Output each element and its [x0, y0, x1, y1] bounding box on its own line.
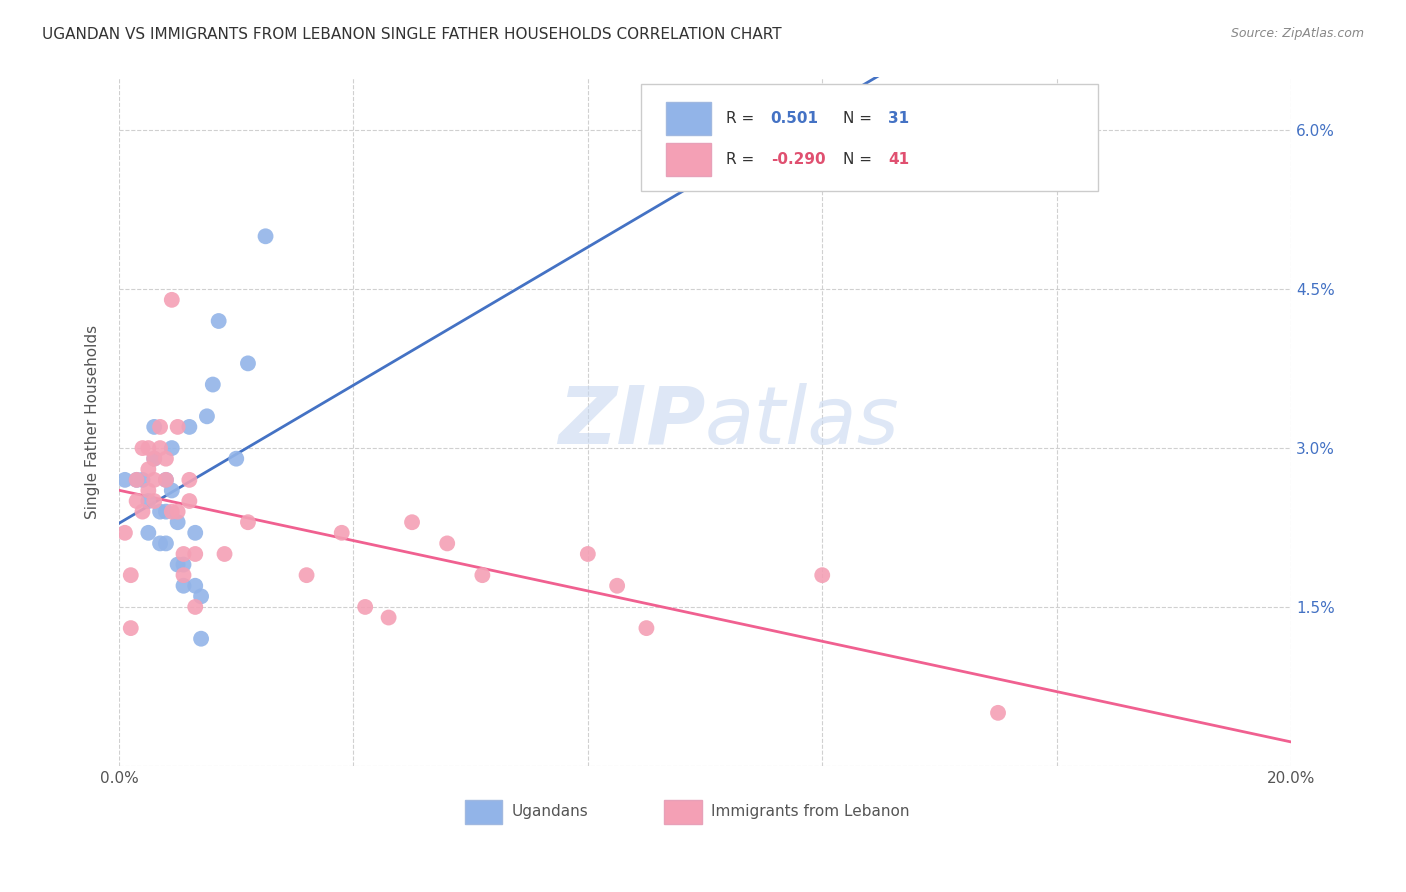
- Point: [131, 441, 153, 455]
- Bar: [664, 799, 702, 823]
- Text: 31: 31: [887, 111, 910, 126]
- Point: [155, 536, 177, 550]
- Point: [184, 547, 207, 561]
- Point: [201, 377, 224, 392]
- Point: [401, 515, 423, 529]
- Point: [190, 590, 212, 604]
- Point: [208, 314, 231, 328]
- Point: [354, 599, 377, 614]
- Point: [155, 505, 177, 519]
- Point: [869, 102, 891, 116]
- Point: [987, 706, 1010, 720]
- Point: [166, 505, 188, 519]
- Text: -0.290: -0.290: [770, 152, 825, 167]
- Point: [114, 525, 136, 540]
- FancyBboxPatch shape: [641, 85, 1098, 191]
- Point: [125, 494, 148, 508]
- Point: [138, 525, 160, 540]
- Point: [214, 547, 236, 561]
- Point: [149, 536, 172, 550]
- Point: [149, 441, 172, 455]
- Text: atlas: atlas: [704, 383, 900, 460]
- Y-axis label: Single Father Households: Single Father Households: [86, 325, 100, 518]
- Point: [166, 558, 188, 572]
- Point: [184, 525, 207, 540]
- Point: [131, 473, 153, 487]
- Point: [377, 610, 399, 624]
- Point: [138, 462, 160, 476]
- Point: [120, 568, 142, 582]
- Point: [636, 621, 658, 635]
- Point: [160, 483, 183, 498]
- Point: [173, 547, 195, 561]
- Point: [138, 441, 160, 455]
- Point: [160, 293, 183, 307]
- Text: ZIP: ZIP: [558, 383, 704, 460]
- Point: [471, 568, 494, 582]
- Point: [125, 473, 148, 487]
- Point: [143, 473, 166, 487]
- Point: [184, 599, 207, 614]
- Point: [173, 558, 195, 572]
- Text: 0.501: 0.501: [770, 111, 818, 126]
- Point: [184, 579, 207, 593]
- Point: [143, 451, 166, 466]
- Point: [138, 494, 160, 508]
- Point: [149, 505, 172, 519]
- Point: [236, 356, 259, 370]
- Point: [173, 579, 195, 593]
- Point: [166, 420, 188, 434]
- Point: [190, 632, 212, 646]
- Point: [155, 473, 177, 487]
- Point: [131, 505, 153, 519]
- Point: [166, 515, 188, 529]
- Text: UGANDAN VS IMMIGRANTS FROM LEBANON SINGLE FATHER HOUSEHOLDS CORRELATION CHART: UGANDAN VS IMMIGRANTS FROM LEBANON SINGL…: [42, 27, 782, 42]
- Point: [665, 177, 688, 191]
- Point: [225, 451, 247, 466]
- Text: R =: R =: [725, 152, 759, 167]
- Text: N =: N =: [844, 111, 877, 126]
- Point: [236, 515, 259, 529]
- Point: [295, 568, 318, 582]
- Point: [179, 494, 201, 508]
- Text: Immigrants from Lebanon: Immigrants from Lebanon: [711, 805, 910, 820]
- Text: Ugandans: Ugandans: [512, 805, 589, 820]
- Point: [149, 420, 172, 434]
- Point: [195, 409, 218, 424]
- Point: [160, 505, 183, 519]
- Point: [155, 451, 177, 466]
- Point: [254, 229, 277, 244]
- Point: [606, 579, 628, 593]
- Text: Source: ZipAtlas.com: Source: ZipAtlas.com: [1230, 27, 1364, 40]
- Text: R =: R =: [725, 111, 759, 126]
- Text: 41: 41: [887, 152, 910, 167]
- Point: [143, 420, 166, 434]
- Point: [173, 568, 195, 582]
- Point: [143, 451, 166, 466]
- Point: [155, 473, 177, 487]
- Bar: [465, 799, 502, 823]
- Point: [811, 568, 834, 582]
- Text: N =: N =: [844, 152, 877, 167]
- Point: [576, 547, 599, 561]
- Point: [160, 441, 183, 455]
- Point: [179, 420, 201, 434]
- Point: [179, 473, 201, 487]
- Bar: [666, 143, 711, 176]
- Point: [114, 473, 136, 487]
- Point: [138, 483, 160, 498]
- Bar: [666, 102, 711, 135]
- Point: [330, 525, 353, 540]
- Point: [436, 536, 458, 550]
- Point: [143, 494, 166, 508]
- Point: [120, 621, 142, 635]
- Point: [125, 473, 148, 487]
